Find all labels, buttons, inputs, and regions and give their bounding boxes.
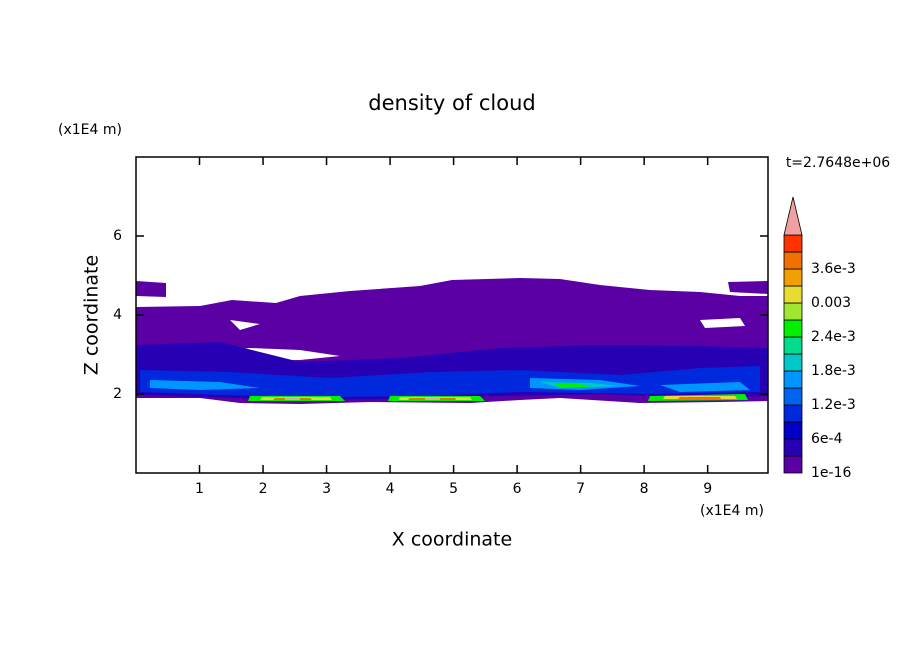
x-tick-label: 5 (449, 481, 458, 497)
colorbar-label: 3.6e-3 (811, 261, 856, 277)
y-tick-label: 6 (113, 228, 122, 244)
colorbar-swatch (783, 421, 803, 440)
x-tick-label: 7 (576, 481, 585, 497)
colorbar-swatch (783, 285, 803, 304)
y-tick-label: 4 (113, 307, 122, 323)
x-tick-label: 6 (513, 481, 522, 497)
colorbar-label: 2.4e-3 (811, 329, 856, 345)
colorbar-swatch (783, 370, 803, 389)
colorbar-label: 0.003 (811, 295, 851, 311)
x-tick-label: 8 (640, 481, 649, 497)
y-axis-label: Z coordinate (81, 255, 103, 375)
colorbar-label: 1.2e-3 (811, 397, 856, 413)
colorbar-label: 1.8e-3 (811, 363, 856, 379)
colorbar-swatch (783, 268, 803, 287)
y-tick-label: 2 (113, 386, 122, 402)
colorbar-swatch (783, 404, 803, 423)
colorbar-swatch (783, 336, 803, 355)
colorbar-extend (783, 196, 803, 236)
chart-title: density of cloud (368, 91, 535, 115)
x-unit: (x1E4 m) (700, 503, 764, 519)
colorbar-swatch (783, 319, 803, 338)
x-tick-label: 4 (386, 481, 395, 497)
colorbar-label: 6e-4 (811, 431, 843, 447)
cloud-field (136, 278, 768, 404)
x-tick-label: 9 (703, 481, 712, 497)
x-tick-label: 3 (322, 481, 331, 497)
time-label: t=2.7648e+06 (786, 155, 890, 171)
y-unit: (x1E4 m) (58, 122, 122, 138)
x-tick-label: 2 (259, 481, 268, 497)
colorbar-swatch (783, 251, 803, 270)
colorbar-swatch (783, 455, 803, 474)
x-tick-label: 1 (195, 481, 204, 497)
colorbar-swatch (783, 234, 803, 253)
colorbar-label: 1e-16 (811, 465, 851, 481)
colorbar-swatch (783, 438, 803, 457)
x-axis-label: X coordinate (392, 529, 512, 551)
colorbar-swatch (783, 302, 803, 321)
colorbar-swatch (783, 387, 803, 406)
colorbar-swatch (783, 353, 803, 372)
